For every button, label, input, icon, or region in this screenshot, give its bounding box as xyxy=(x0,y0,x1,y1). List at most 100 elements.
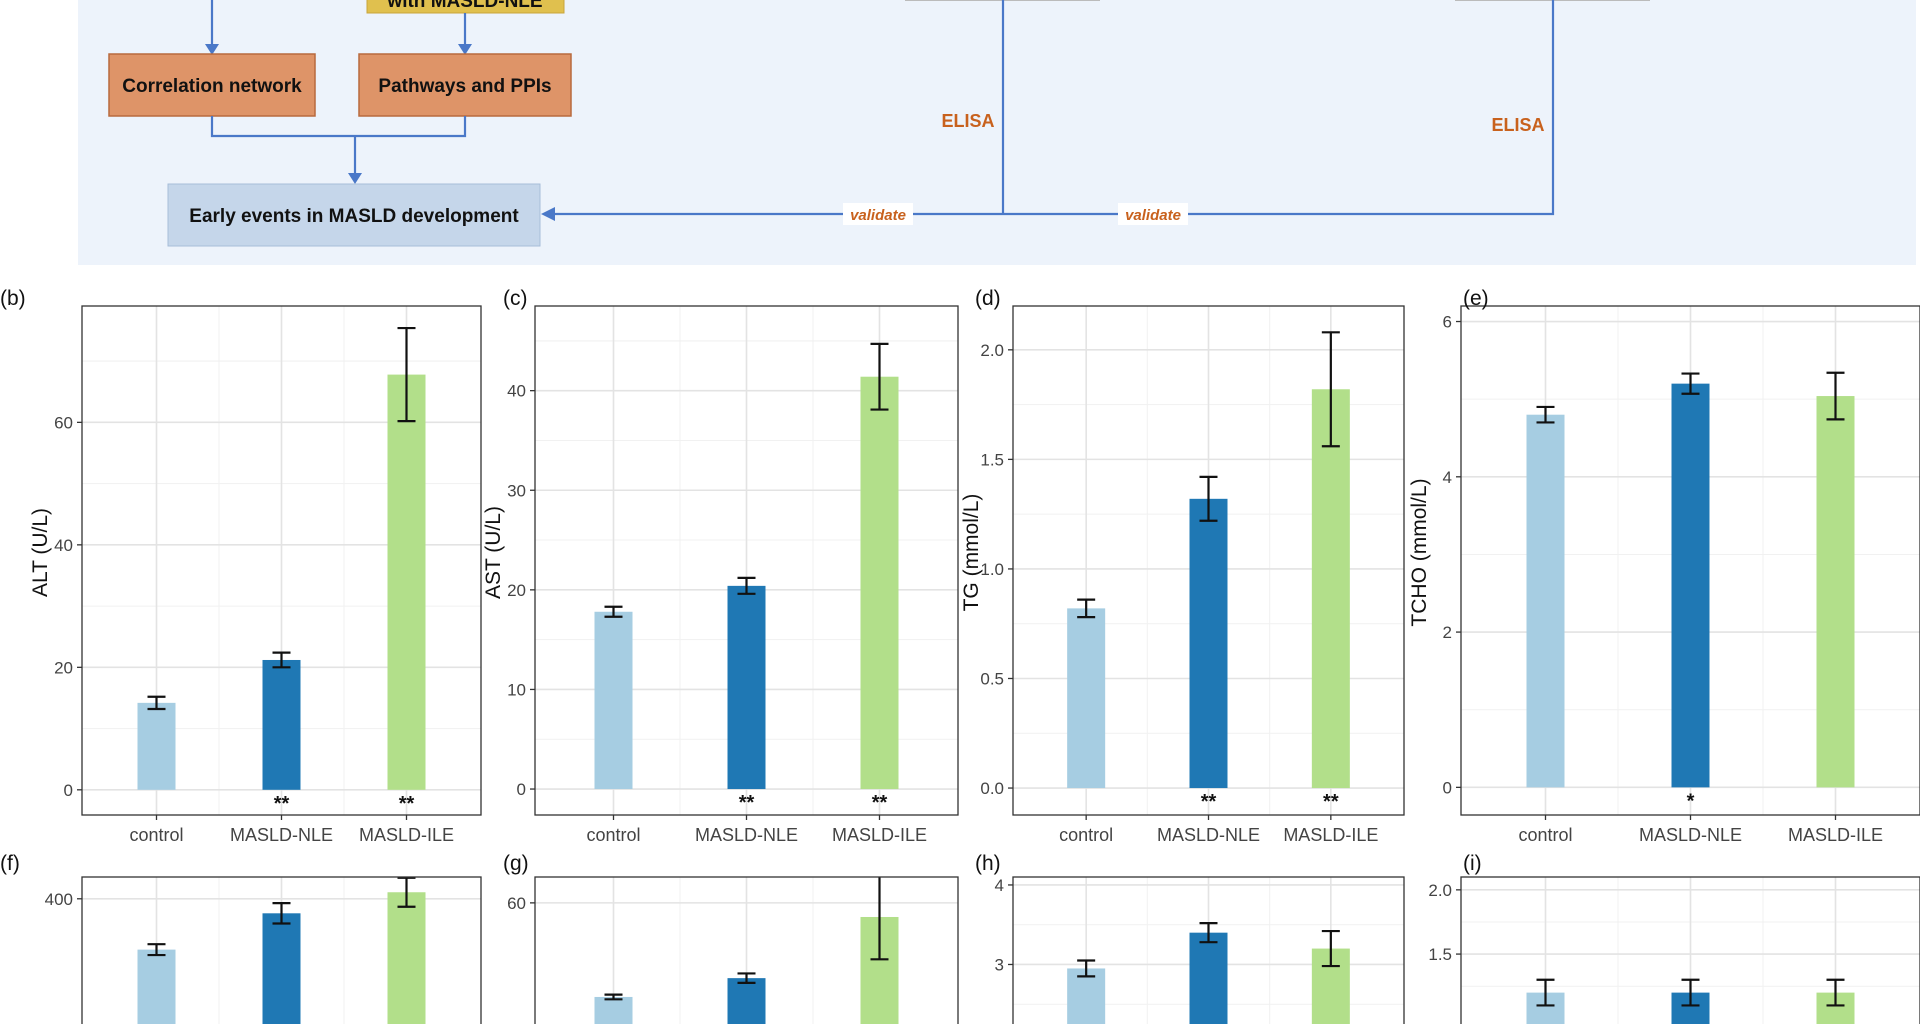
panel-label: (f) xyxy=(0,852,20,875)
y-tick-label: 10 xyxy=(507,680,526,699)
bar-masld-nle xyxy=(262,913,301,1024)
y-tick-label: 4 xyxy=(1443,468,1452,487)
bar-control xyxy=(594,611,633,790)
y-tick-label: 6 xyxy=(1443,313,1452,332)
x-category-label: MASLD-ILE xyxy=(832,825,927,845)
y-tick-label: 0 xyxy=(64,781,73,800)
bar-masld-ile xyxy=(1816,396,1855,788)
chart-panel-2: 0 10 20 30 40 ** ** control MASLD-NLE MASLD-ILE AS… xyxy=(482,287,959,845)
y-axis-label: TG (mmol/L) xyxy=(960,494,983,612)
y-tick-label: 0 xyxy=(1443,778,1452,797)
y-tick-label: 60 xyxy=(507,894,526,913)
chart-plot-area xyxy=(1461,877,1920,1024)
bar-masld-nle xyxy=(1189,932,1228,1024)
validate-right-bg xyxy=(1118,203,1188,225)
y-tick-label: 0 xyxy=(517,780,526,799)
pathways-ppis-label: Pathways and PPIs xyxy=(378,76,551,97)
chart-panel-5: 400 (f) xyxy=(0,852,482,1024)
significance-mark: ** xyxy=(274,793,290,815)
validate-left-bg xyxy=(843,203,913,225)
bar-control xyxy=(1067,968,1106,1024)
correlation-network-box xyxy=(108,53,316,117)
panel-label: (i) xyxy=(1463,852,1482,875)
chart-plot-area xyxy=(82,877,481,1024)
x-category-label: MASLD-ILE xyxy=(359,825,454,845)
correlation-network-label: Correlation network xyxy=(122,76,302,97)
x-category-label: MASLD-NLE xyxy=(1639,825,1742,845)
early-events-label: Early events in MASLD development xyxy=(189,206,519,227)
merge-connector xyxy=(210,116,467,138)
chart-panel-3: 0.0 0.5 1.0 1.5 2.0 ** ** control MASLD-NLE MASLD… xyxy=(960,287,1405,845)
chart-plot-area xyxy=(535,877,958,1024)
chart-plot-area xyxy=(1013,877,1404,1024)
arrowhead-left xyxy=(205,44,219,55)
y-tick-label: 2.0 xyxy=(980,341,1004,360)
y-tick-label: 0.0 xyxy=(980,779,1004,798)
chart-frame xyxy=(534,876,959,1024)
validate-label-right: validate xyxy=(1125,207,1181,224)
bar-masld-ile xyxy=(387,374,426,790)
significance-mark: * xyxy=(1687,790,1695,812)
chart-plot-area xyxy=(1461,306,1920,815)
y-tick-label: 0.5 xyxy=(980,669,1004,688)
arrowhead-mid xyxy=(458,44,472,55)
x-category-label: MASLD-ILE xyxy=(1283,825,1378,845)
chart-plot-area xyxy=(82,306,481,815)
chart-panel-8: 1.5 2.0 (i) xyxy=(1428,852,1920,1024)
x-category-label: control xyxy=(586,825,640,845)
significance-mark: ** xyxy=(739,792,755,814)
bar-masld-ile xyxy=(860,376,899,790)
y-tick-label: 20 xyxy=(54,658,73,677)
bar-masld-nle xyxy=(727,978,766,1024)
y-tick-label: 60 xyxy=(54,413,73,432)
early-events-box xyxy=(167,183,541,247)
chart-frame xyxy=(1012,876,1405,1024)
y-tick-label: 1.0 xyxy=(980,560,1004,579)
bar-control xyxy=(1067,608,1106,789)
significance-mark: ** xyxy=(1201,791,1217,813)
bar-masld-nle xyxy=(1189,498,1228,789)
x-category-label: control xyxy=(1059,825,1113,845)
validate-arrowhead xyxy=(541,207,555,221)
y-axis-label: ALT (U/L) xyxy=(29,508,52,597)
y-tick-label: 2.0 xyxy=(1428,881,1452,900)
chart-panel-4: 0 2 4 6 * control MASLD-NLE MASLD-ILE TCHO (mmol… xyxy=(1408,287,1920,845)
bar-masld-ile xyxy=(387,892,426,1024)
significance-mark: ** xyxy=(1323,791,1339,813)
x-category-label: MASLD-ILE xyxy=(1788,825,1883,845)
y-tick-label: 1.5 xyxy=(1428,945,1452,964)
bar-masld-nle xyxy=(727,585,766,790)
merge-arrowhead xyxy=(348,173,362,184)
panel-label: (b) xyxy=(0,287,26,310)
elisa-label-right: ELISA xyxy=(1491,115,1544,135)
y-tick-label: 4 xyxy=(995,876,1004,895)
chart-panel-1: 0 20 40 60 ** ** control MASLD-NLE MASLD-ILE ALT … xyxy=(0,287,482,845)
x-category-label: control xyxy=(1518,825,1572,845)
bar-control xyxy=(594,996,633,1024)
chart-plot-area xyxy=(535,306,958,815)
panel-label: (e) xyxy=(1463,287,1489,310)
y-tick-label: 2 xyxy=(1443,623,1452,642)
x-category-label: MASLD-NLE xyxy=(1157,825,1260,845)
bar-masld-nle xyxy=(1671,383,1710,788)
chart-frame xyxy=(1460,876,1920,1024)
chart-frame xyxy=(81,876,482,1024)
chart-plot-area xyxy=(1013,306,1404,815)
bar-masld-ile xyxy=(1311,389,1350,789)
x-category-label: control xyxy=(129,825,183,845)
flowchart: with MASLD-NLE Correlation network Pathw… xyxy=(78,0,1916,265)
significance-mark: ** xyxy=(399,793,415,815)
top-partial-label: with MASLD-NLE xyxy=(386,0,542,12)
panel-label: (g) xyxy=(503,852,529,875)
y-axis-label: TCHO (mmol/L) xyxy=(1408,478,1431,626)
y-tick-label: 40 xyxy=(507,382,526,401)
bar-control xyxy=(137,949,176,1024)
significance-mark: ** xyxy=(872,792,888,814)
panel-label: (d) xyxy=(975,287,1001,310)
bar-control xyxy=(1526,414,1565,788)
y-tick-label: 400 xyxy=(45,890,73,909)
panel-label: (c) xyxy=(503,287,528,310)
panel-label: (h) xyxy=(975,852,1001,875)
